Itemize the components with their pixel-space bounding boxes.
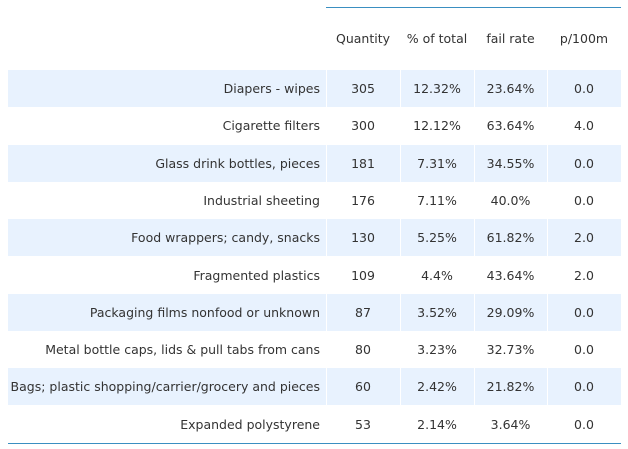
column-separator [326, 368, 327, 406]
column-separator [474, 144, 475, 182]
header-fail-rate: fail rate [486, 31, 535, 46]
per-100m-cell: 2.0 [574, 230, 594, 246]
table-row: Fragmented plastics 109 4.4% 43.64% 2.0 [8, 257, 621, 294]
percent-cell: 7.31% [417, 155, 457, 171]
per-100m-cell: 0.0 [574, 155, 594, 171]
fail-rate-cell: 29.09% [486, 304, 535, 320]
quantity-cell: 80 [355, 342, 371, 358]
row-label: Food wrappers; candy, snacks [131, 230, 320, 246]
table-row: Expanded polystyrene 53 2.14% 3.64% 0.0 [8, 406, 621, 443]
column-separator [547, 144, 548, 182]
header-percent-of-total: % of total [406, 31, 468, 46]
per-100m-cell: 0.0 [574, 379, 594, 395]
table-row: Industrial sheeting 176 7.11% 40.0% 0.0 [8, 182, 621, 219]
percent-cell: 12.32% [413, 81, 461, 96]
column-separator [326, 219, 327, 257]
column-separator [547, 70, 548, 107]
fail-rate-cell: 34.55% [486, 155, 535, 171]
quantity-cell: 60 [355, 379, 371, 395]
per-100m-cell: 4.0 [574, 118, 594, 134]
fail-rate-cell: 61.82% [486, 230, 535, 246]
fail-rate-cell: 21.82% [486, 379, 535, 395]
column-separator [474, 293, 475, 331]
column-separator [400, 219, 401, 257]
fail-rate-cell: 43.64% [486, 267, 535, 283]
column-separator [400, 293, 401, 331]
top-rule [326, 7, 621, 8]
percent-cell: 2.42% [417, 379, 457, 395]
row-label: Glass drink bottles, pieces [155, 155, 320, 171]
column-separator [547, 219, 548, 257]
column-separator [326, 70, 327, 107]
percent-cell: 5.25% [417, 230, 457, 246]
table-row: Bags; plastic shopping/carrier/grocery a… [8, 368, 621, 406]
header-per-100m: p/100m [559, 31, 609, 46]
row-label: Cigarette filters [222, 118, 320, 134]
column-separator [400, 144, 401, 182]
fail-rate-cell: 23.64% [486, 81, 535, 96]
table-row: Glass drink bottles, pieces 181 7.31% 34.55… [8, 144, 621, 182]
per-100m-cell: 0.0 [574, 81, 594, 96]
column-separator [474, 368, 475, 406]
fail-rate-cell: 3.64% [490, 416, 531, 432]
quantity-cell: 176 [351, 192, 375, 208]
row-label: Expanded polystyrene [180, 416, 320, 432]
percent-cell: 2.14% [417, 416, 457, 432]
table-header: Quantity % of total fail rate p/100m [8, 8, 621, 70]
quantity-cell: 53 [355, 416, 371, 432]
quantity-cell: 109 [351, 267, 375, 283]
column-separator [547, 368, 548, 406]
percent-cell: 3.52% [417, 304, 457, 320]
per-100m-cell: 0.0 [574, 304, 594, 320]
per-100m-cell: 0.0 [574, 192, 594, 208]
percent-cell: 12.12% [413, 118, 461, 134]
row-label: Metal bottle caps, lids & pull tabs from… [45, 342, 320, 358]
column-separator [547, 293, 548, 331]
fail-rate-cell: 40.0% [490, 192, 531, 208]
table-row: Packaging films nonfood or unknown 87 3.52… [8, 293, 621, 331]
quantity-cell: 300 [351, 118, 375, 134]
column-separator [400, 70, 401, 107]
bottom-rule [8, 443, 621, 444]
fail-rate-cell: 63.64% [486, 118, 535, 134]
percent-cell: 3.23% [417, 342, 457, 358]
per-100m-cell: 0.0 [574, 342, 594, 358]
table-row: Diapers - wipes 305 12.32% 23.64% 0.0 [8, 70, 621, 107]
column-separator [400, 368, 401, 406]
table-row: Food wrappers; candy, snacks 130 5.25% 61.8… [8, 219, 621, 257]
quantity-cell: 130 [351, 230, 375, 246]
column-separator [326, 144, 327, 182]
fail-rate-cell: 32.73% [486, 342, 535, 358]
quantity-cell: 305 [351, 81, 375, 96]
column-separator [326, 293, 327, 331]
quantity-cell: 181 [351, 155, 375, 171]
per-100m-cell: 0.0 [574, 416, 594, 432]
quantity-cell: 87 [355, 304, 371, 320]
row-label: Fragmented plastics [193, 267, 320, 283]
percent-cell: 4.4% [421, 267, 453, 283]
row-label: Bags; plastic shopping/carrier/grocery a… [10, 379, 320, 395]
table-row: Cigarette filters 300 12.12% 63.64% 4.0 [8, 107, 621, 144]
row-label: Industrial sheeting [203, 192, 320, 208]
header-quantity: Quantity [335, 31, 391, 46]
row-label: Packaging films nonfood or unknown [89, 304, 320, 320]
column-separator [474, 70, 475, 107]
column-separator [474, 219, 475, 257]
per-100m-cell: 2.0 [574, 267, 594, 283]
percent-cell: 7.11% [417, 192, 457, 208]
table-row: Metal bottle caps, lids & pull tabs from… [8, 331, 621, 368]
row-label: Diapers - wipes [223, 81, 320, 96]
